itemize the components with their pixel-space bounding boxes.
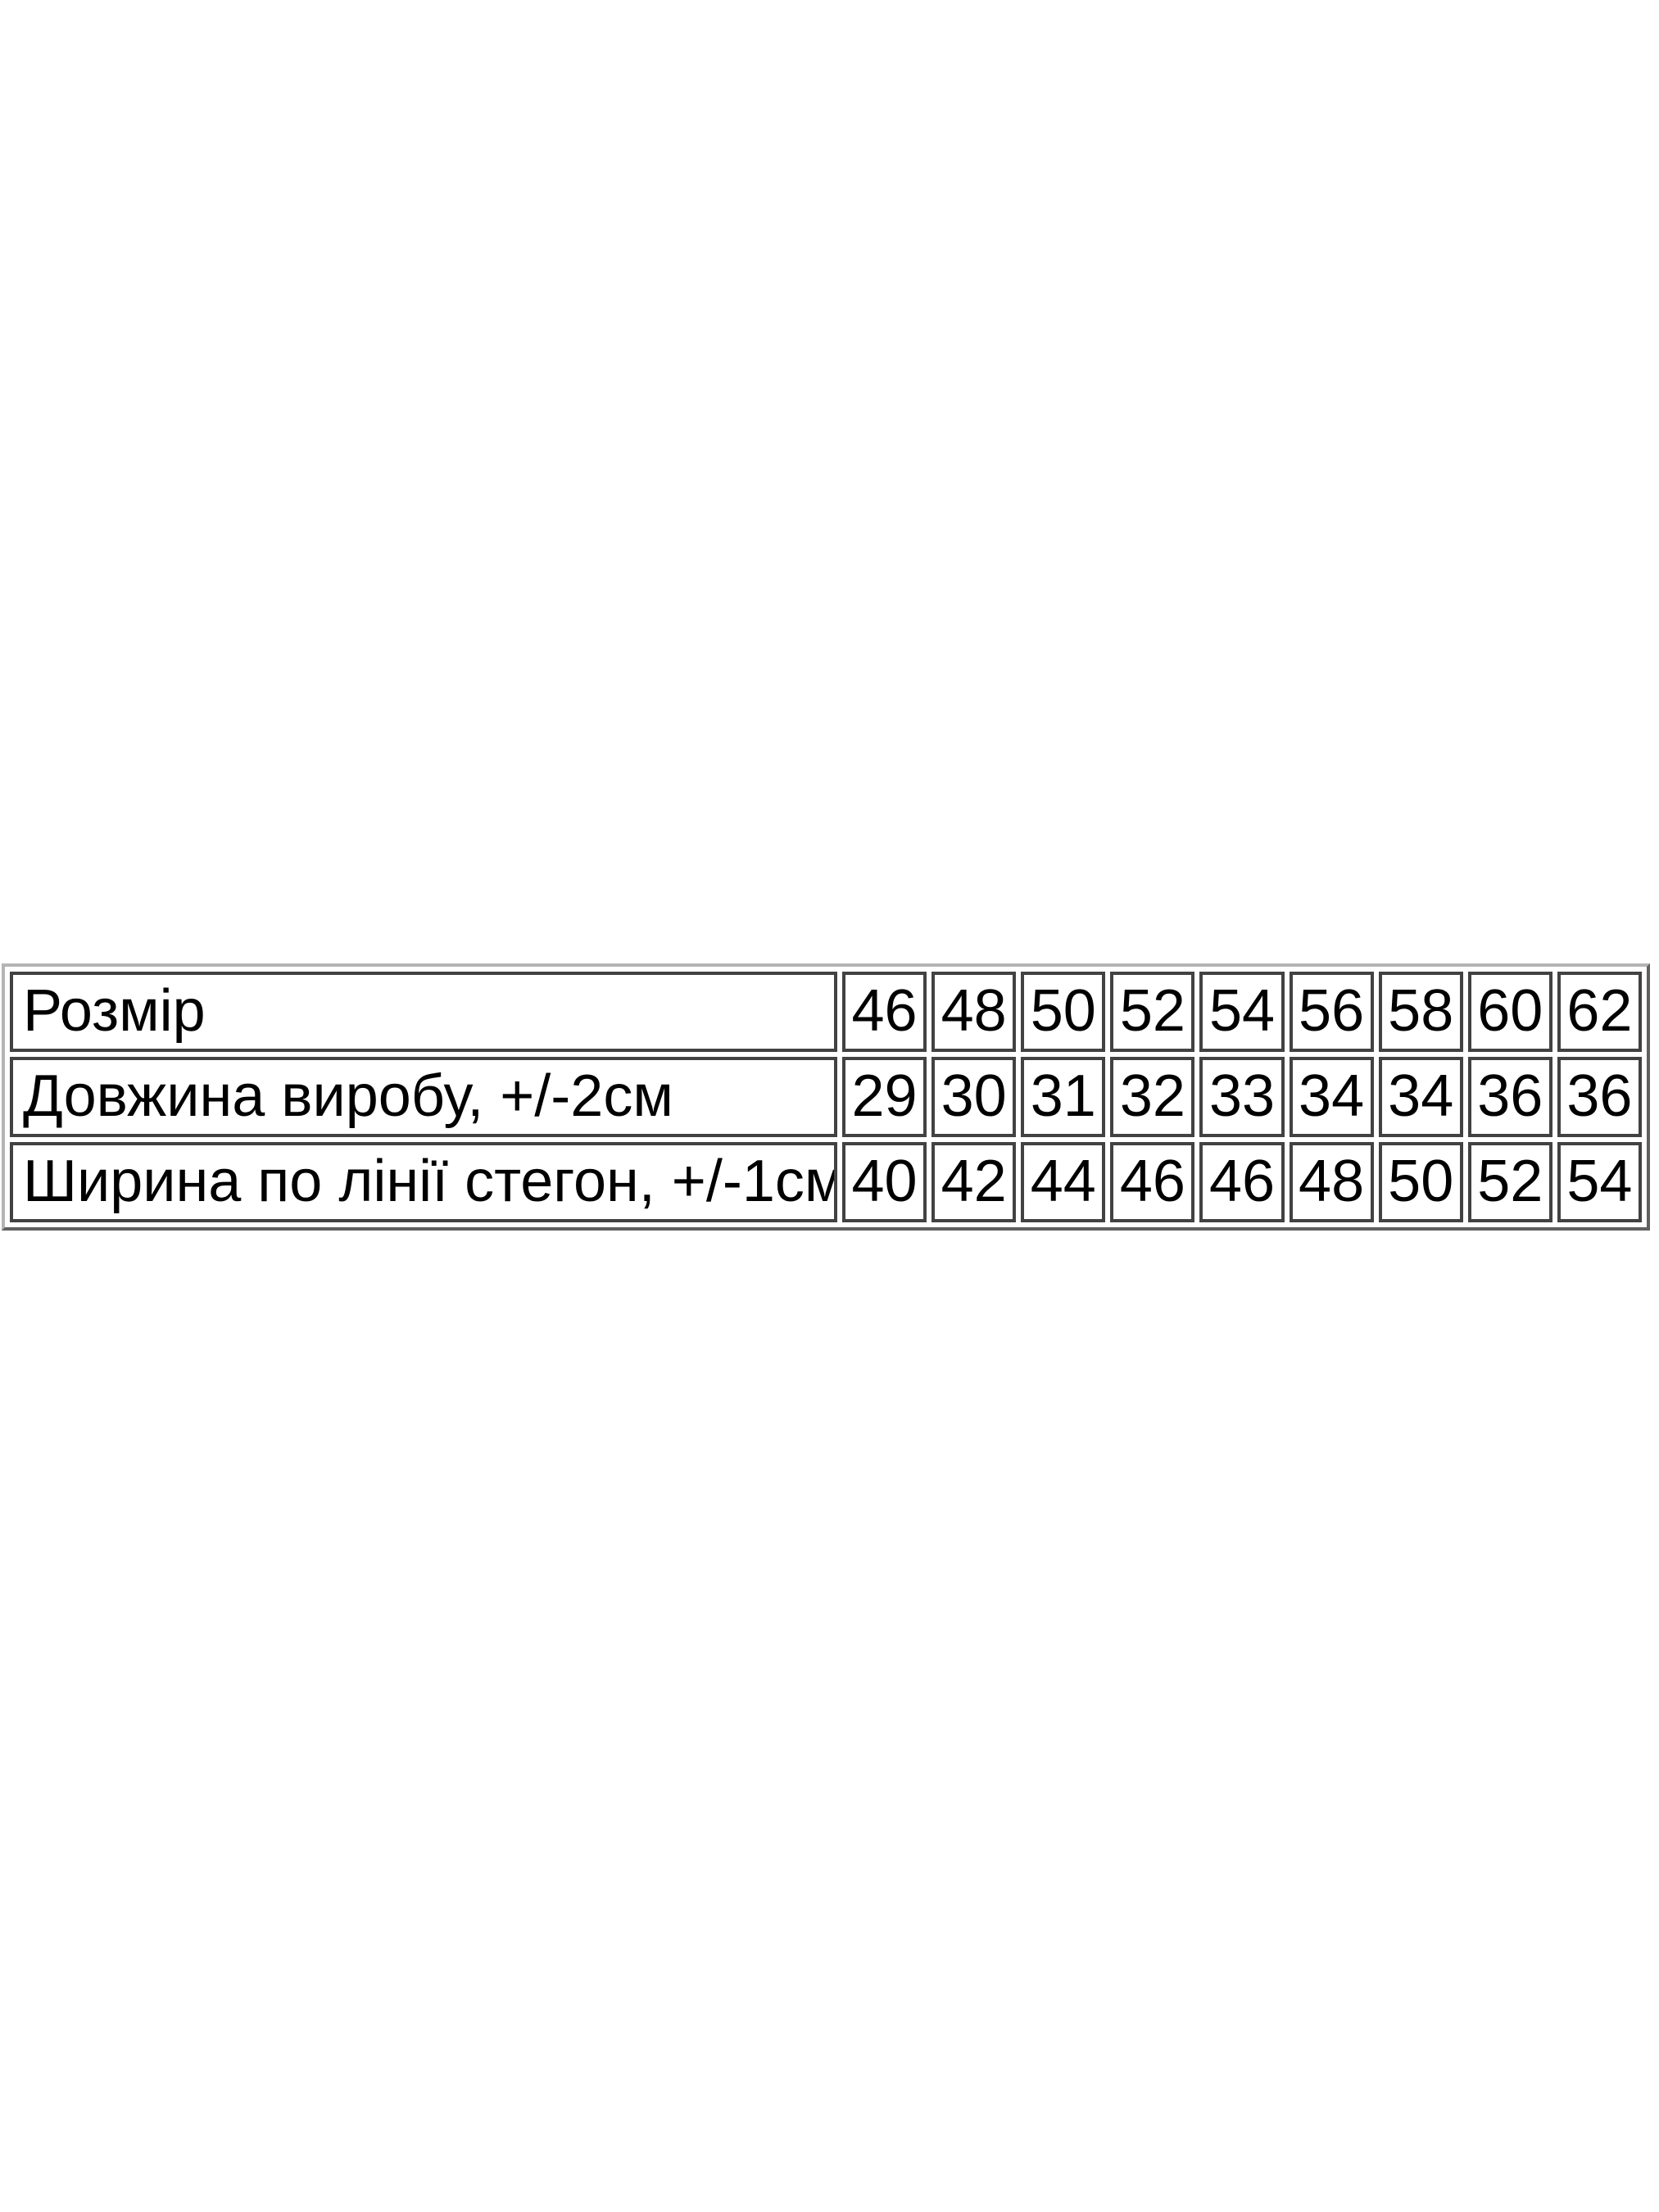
row-label-length: Довжина виробу, +/-2см — [10, 1057, 837, 1137]
length-cell: 31 — [1021, 1057, 1106, 1137]
row-label-hip-width: Ширина по лінії стегон, +/-1см — [10, 1142, 837, 1222]
length-cell: 34 — [1289, 1057, 1374, 1137]
size-cell: 56 — [1289, 972, 1374, 1052]
size-cell: 62 — [1557, 972, 1642, 1052]
length-cell: 36 — [1557, 1057, 1642, 1137]
hip-width-cell: 52 — [1467, 1142, 1552, 1222]
length-cell: 36 — [1467, 1057, 1552, 1137]
length-cell: 33 — [1199, 1057, 1285, 1137]
hip-width-cell: 44 — [1021, 1142, 1106, 1222]
length-cell: 34 — [1378, 1057, 1463, 1137]
table-row-hip-width: Ширина по лінії стегон, +/-1см 40 42 44 … — [10, 1142, 1642, 1222]
hip-width-cell: 46 — [1110, 1142, 1195, 1222]
table-row-length: Довжина виробу, +/-2см 29 30 31 32 33 34… — [10, 1057, 1642, 1137]
hip-width-cell: 46 — [1199, 1142, 1285, 1222]
hip-width-cell: 50 — [1378, 1142, 1463, 1222]
length-cell: 32 — [1110, 1057, 1195, 1137]
hip-width-cell: 42 — [931, 1142, 1017, 1222]
size-cell: 52 — [1110, 972, 1195, 1052]
row-label-size: Розмір — [10, 972, 837, 1052]
size-cell: 54 — [1199, 972, 1285, 1052]
hip-width-cell: 48 — [1289, 1142, 1374, 1222]
hip-width-cell: 40 — [842, 1142, 927, 1222]
size-cell: 58 — [1378, 972, 1463, 1052]
size-cell: 48 — [931, 972, 1017, 1052]
hip-width-cell: 54 — [1557, 1142, 1642, 1222]
length-cell: 29 — [842, 1057, 927, 1137]
size-cell: 60 — [1467, 972, 1552, 1052]
size-cell: 50 — [1021, 972, 1106, 1052]
size-cell: 46 — [842, 972, 927, 1052]
table-row-size: Розмір 46 48 50 52 54 56 58 60 62 — [10, 972, 1642, 1052]
size-table: Розмір 46 48 50 52 54 56 58 60 62 Довжин… — [2, 963, 1650, 1231]
length-cell: 30 — [931, 1057, 1017, 1137]
